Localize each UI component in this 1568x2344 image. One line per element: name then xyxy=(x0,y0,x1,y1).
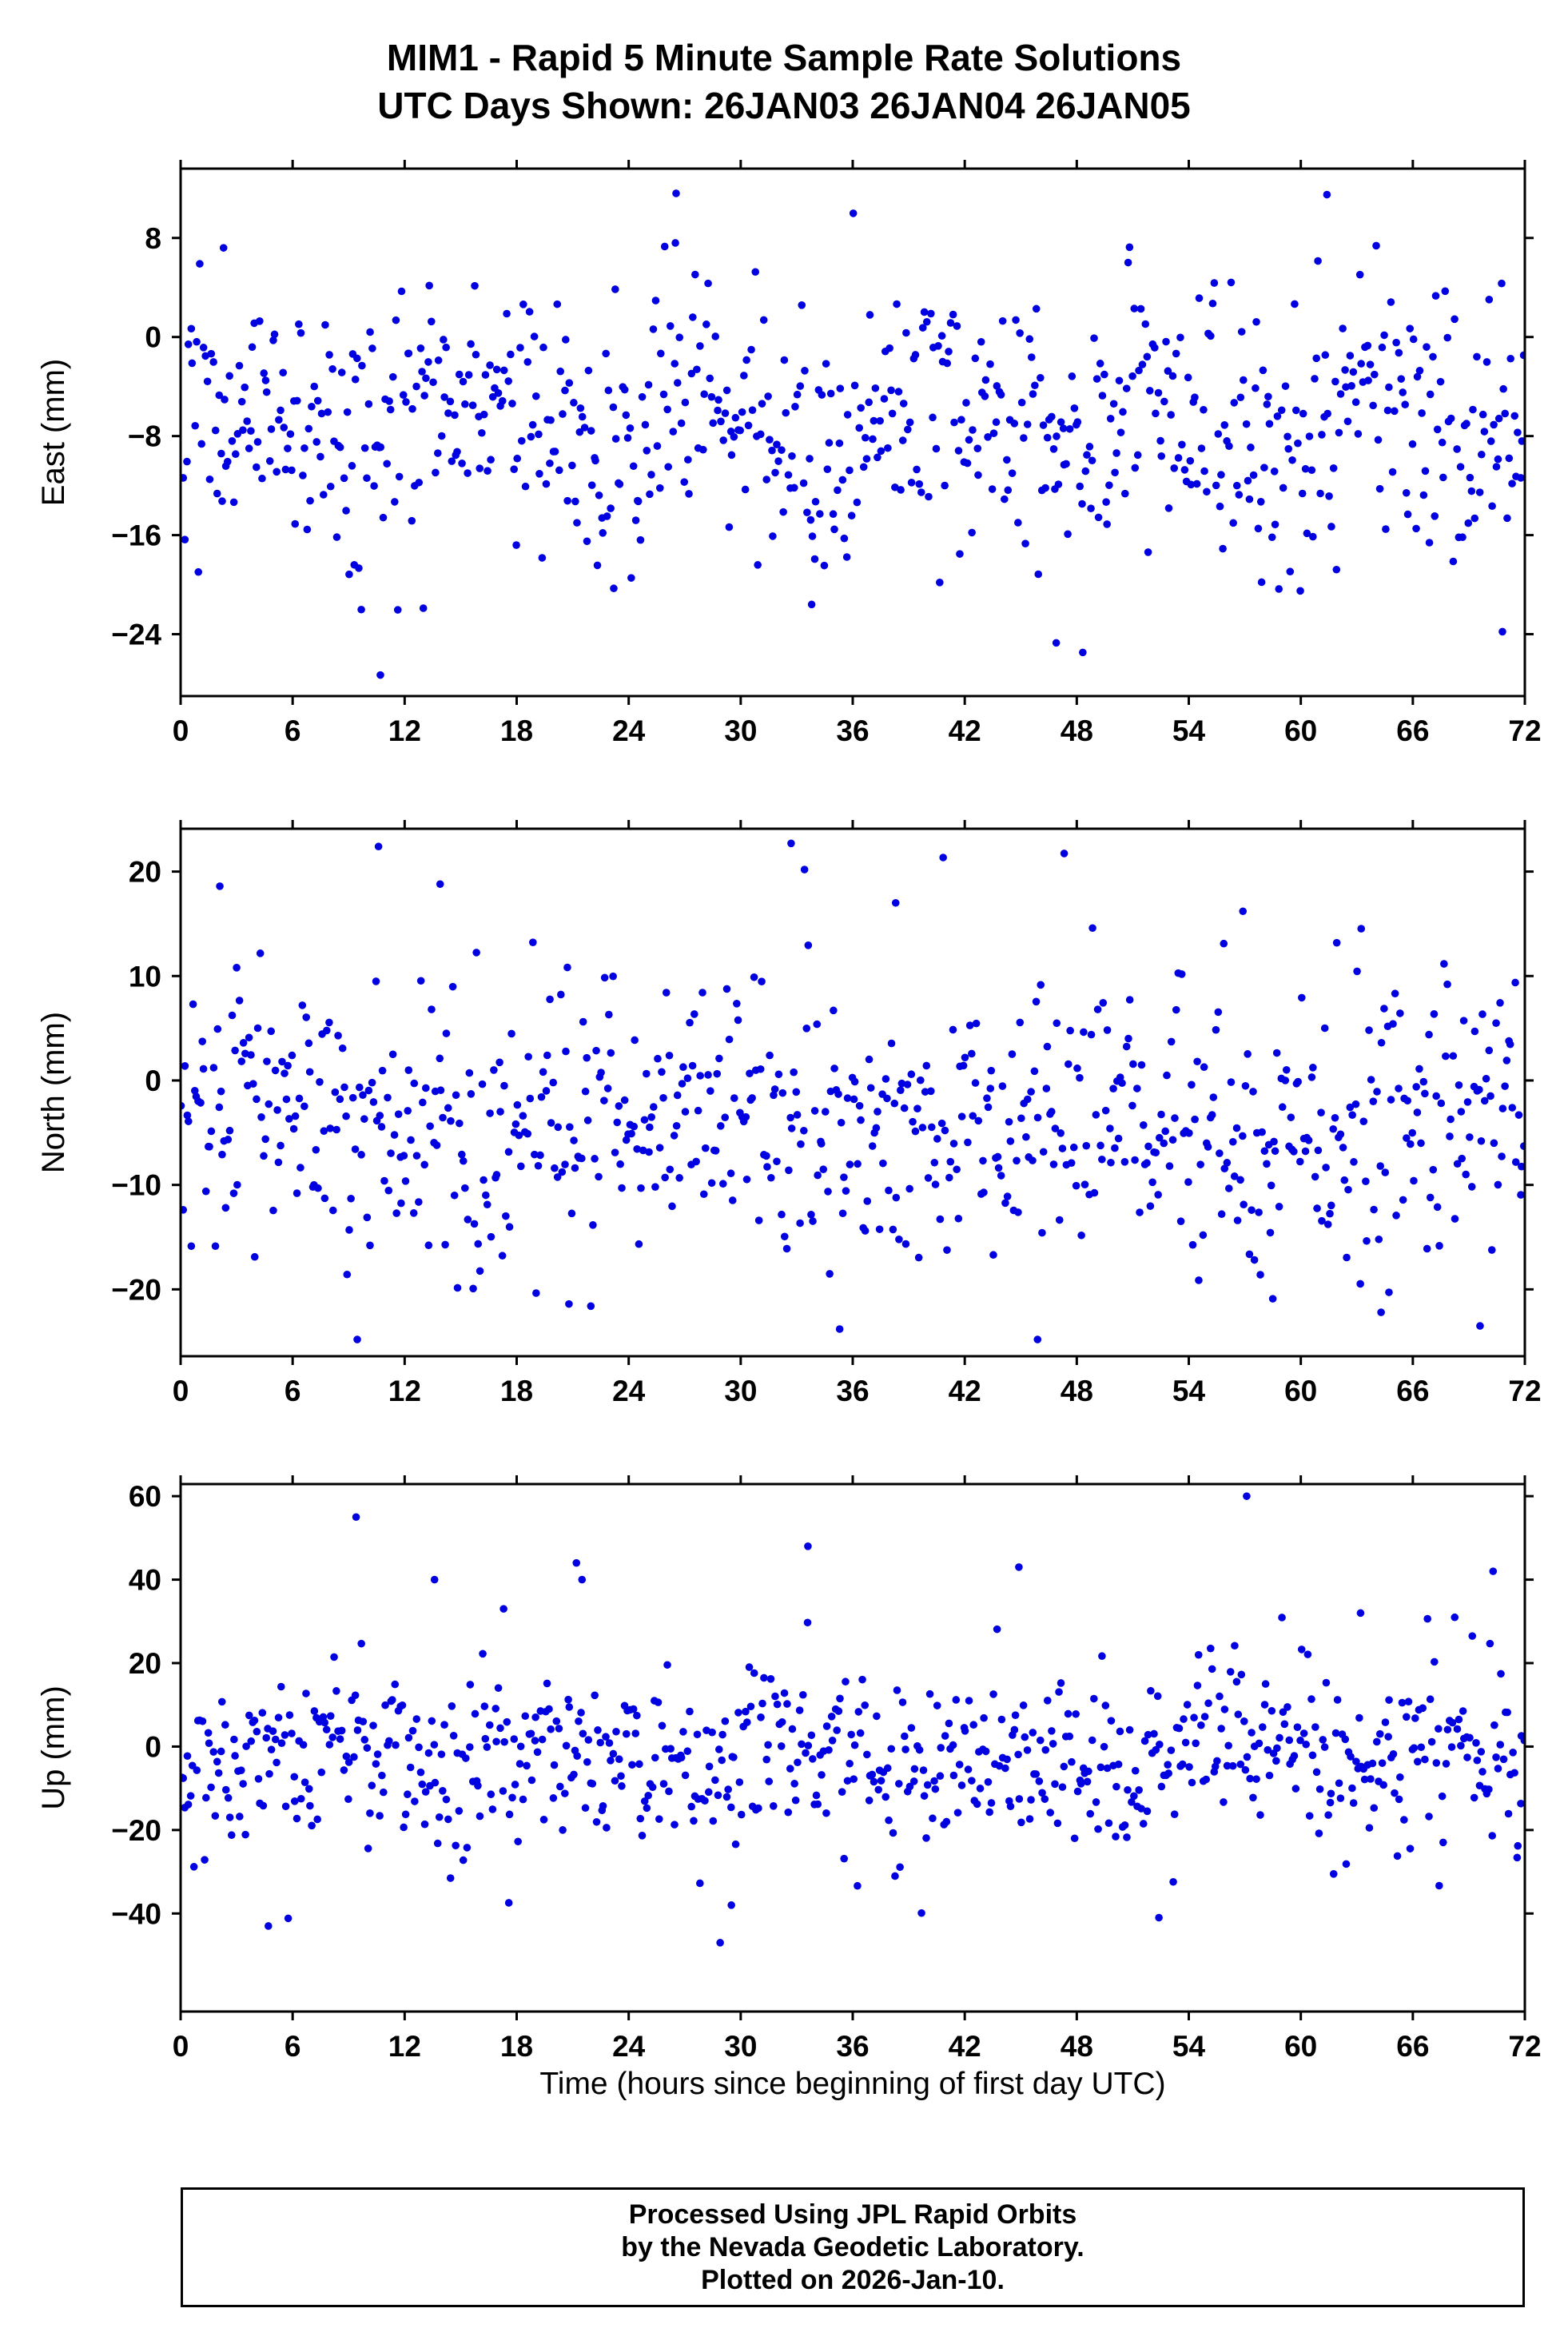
north-panel: 0 6 12 18 24 30 36 42 48 54 60 66 72 20 10 0 −10 −20 North… xyxy=(36,820,1542,1407)
y-tick-label: −40 xyxy=(111,1897,161,1930)
x-tick-label: 72 xyxy=(1508,1375,1541,1407)
x-tick-label: 72 xyxy=(1508,714,1541,747)
y-tick-label: −20 xyxy=(111,1273,161,1306)
chart-title-line2: UTC Days Shown: 26JAN03 26JAN04 26JAN05 xyxy=(377,85,1191,126)
x-tick-label: 54 xyxy=(1172,2030,1206,2063)
x-tick-label: 66 xyxy=(1396,1375,1429,1407)
x-tick-label: 72 xyxy=(1508,2030,1541,2063)
x-tick-label: 54 xyxy=(1172,1375,1206,1407)
x-tick-label: 18 xyxy=(500,1375,533,1407)
y-tick-label: 20 xyxy=(129,856,161,889)
y-tick-label: −20 xyxy=(111,1814,161,1847)
north-axis-label: North (mm) xyxy=(36,1012,71,1173)
y-tick-label: 0 xyxy=(145,1065,161,1097)
x-tick-label: 18 xyxy=(500,2030,533,2063)
up-frame xyxy=(179,1482,1526,2013)
y-tick-label: −16 xyxy=(111,519,161,552)
x-tick-label: 60 xyxy=(1284,714,1317,747)
x-tick-label: 18 xyxy=(500,714,533,747)
footer-line3: Plotted on 2026-Jan-10. xyxy=(701,2265,1005,2295)
east-frame xyxy=(179,167,1526,698)
x-tick-label: 60 xyxy=(1284,2030,1317,2063)
chart-title: MIM1 - Rapid 5 Minute Sample Rate Soluti… xyxy=(0,34,1568,129)
x-tick-label: 0 xyxy=(173,1375,189,1407)
x-tick-label: 48 xyxy=(1061,2030,1093,2063)
x-tick-label: 24 xyxy=(612,2030,646,2063)
x-tick-label: 36 xyxy=(836,1375,869,1407)
east-points xyxy=(181,189,1525,679)
up-points xyxy=(181,1492,1525,1947)
x-tick-label: 66 xyxy=(1396,2030,1429,2063)
x-tick-label: 42 xyxy=(949,2030,981,2063)
x-tick-label: 6 xyxy=(285,714,301,747)
up-panel: 0 6 12 18 24 30 36 42 48 54 60 66 72 60 40 20 0 −20 −40 Up … xyxy=(36,1475,1542,2063)
y-tick-label: 20 xyxy=(129,1647,161,1680)
x-tick-label: 54 xyxy=(1172,714,1206,747)
east-panel: 0 6 12 18 24 30 36 42 48 54 60 66 72 8 0 −8 −16 −24 East (… xyxy=(36,160,1542,747)
y-tick-label: 60 xyxy=(129,1480,161,1513)
x-tick-label: 6 xyxy=(285,1375,301,1407)
x-tick-label: 12 xyxy=(388,714,421,747)
x-tick-label: 36 xyxy=(836,2030,869,2063)
x-tick-label: 6 xyxy=(285,2030,301,2063)
x-tick-label: 42 xyxy=(949,714,981,747)
y-tick-label: 10 xyxy=(129,960,161,993)
up-axis-label: Up (mm) xyxy=(36,1685,71,1810)
y-tick-label: −10 xyxy=(111,1169,161,1202)
y-tick-label: 0 xyxy=(145,321,161,354)
x-tick-label: 24 xyxy=(612,1375,646,1407)
x-tick-label: 12 xyxy=(388,1375,421,1407)
y-tick-label: −8 xyxy=(128,420,161,453)
footer-line2: by the Nevada Geodetic Laboratory. xyxy=(621,2232,1084,2262)
x-tick-label: 30 xyxy=(724,2030,757,2063)
north-frame xyxy=(179,827,1526,1358)
x-tick-label: 36 xyxy=(836,714,869,747)
north-points xyxy=(181,839,1525,1343)
x-tick-label: 66 xyxy=(1396,714,1429,747)
y-tick-label: −24 xyxy=(111,619,161,651)
y-tick-label: 40 xyxy=(129,1564,161,1597)
x-tick-label: 24 xyxy=(612,714,646,747)
x-tick-label: 48 xyxy=(1061,1375,1093,1407)
y-tick-label: 0 xyxy=(145,1730,161,1763)
footer-box: Processed Using JPL Rapid Orbits by the … xyxy=(181,2187,1525,2307)
y-tick-label: 8 xyxy=(145,222,161,255)
east-axis-label: East (mm) xyxy=(36,359,71,506)
x-tick-label: 0 xyxy=(173,2030,189,2063)
footer-line1: Processed Using JPL Rapid Orbits xyxy=(628,2199,1077,2230)
x-tick-label: 48 xyxy=(1061,714,1093,747)
x-tick-label: 42 xyxy=(949,1375,981,1407)
x-tick-label: 12 xyxy=(388,2030,421,2063)
x-tick-label: 0 xyxy=(173,714,189,747)
x-tick-label: 60 xyxy=(1284,1375,1317,1407)
x-tick-label: 30 xyxy=(724,714,757,747)
x-tick-label: 30 xyxy=(724,1375,757,1407)
x-axis-label: Time (hours since beginning of first day… xyxy=(539,2067,1166,2101)
chart-title-line1: MIM1 - Rapid 5 Minute Sample Rate Soluti… xyxy=(386,37,1182,78)
